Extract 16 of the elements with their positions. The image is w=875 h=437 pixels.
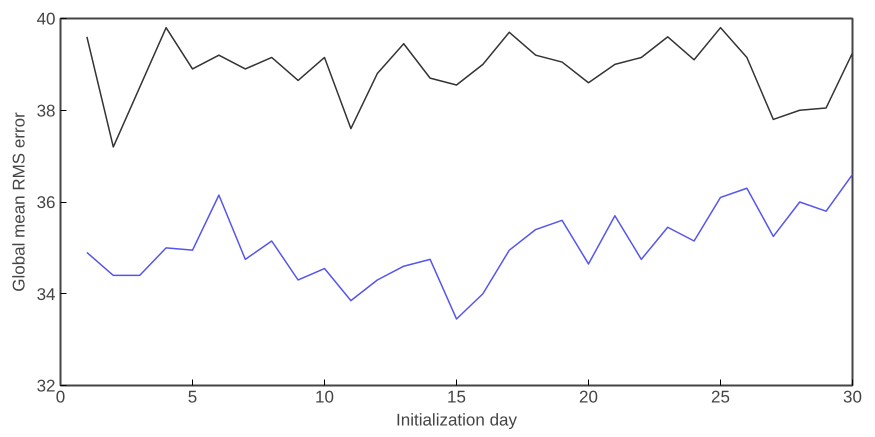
y-tick-label: 38 <box>36 101 56 120</box>
y-axis-title: Global mean RMS error <box>10 112 29 292</box>
y-tick-label: 40 <box>36 10 56 28</box>
x-tick-label: 10 <box>315 388 334 406</box>
x-tick-label: 5 <box>188 388 198 406</box>
x-tick-label: 25 <box>711 388 730 406</box>
line-series <box>86 26 852 148</box>
x-tick-label: 15 <box>447 388 466 406</box>
x-tick-label: 0 <box>56 388 66 406</box>
y-tick-label: 34 <box>36 284 56 304</box>
y-tick-label: 36 <box>36 193 56 212</box>
x-tick-label: 30 <box>843 388 862 406</box>
line-series <box>86 174 852 320</box>
x-tick-label: 20 <box>579 388 598 406</box>
y-tick-label: 32 <box>36 376 56 396</box>
x-axis-title: Initialization day <box>396 410 518 430</box>
